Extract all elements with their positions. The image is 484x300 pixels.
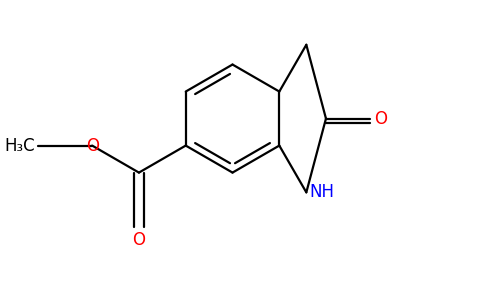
Text: H₃C: H₃C — [4, 136, 35, 154]
Text: O: O — [374, 110, 387, 128]
Text: NH: NH — [309, 183, 334, 201]
Text: O: O — [86, 136, 99, 154]
Text: O: O — [133, 231, 145, 249]
